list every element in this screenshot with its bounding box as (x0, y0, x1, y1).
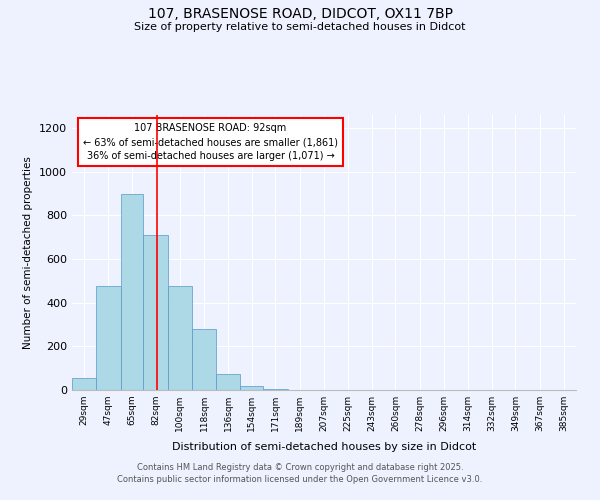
Text: 107, BRASENOSE ROAD, DIDCOT, OX11 7BP: 107, BRASENOSE ROAD, DIDCOT, OX11 7BP (148, 8, 452, 22)
Bar (167, 286, 192, 390)
Bar (241, 386, 263, 390)
Bar (121, 194, 143, 390)
Bar (216, 374, 241, 390)
Y-axis label: Number of semi-detached properties: Number of semi-detached properties (23, 156, 34, 349)
Text: 107 BRASENOSE ROAD: 92sqm
← 63% of semi-detached houses are smaller (1,861)
36% : 107 BRASENOSE ROAD: 92sqm ← 63% of semi-… (83, 123, 338, 161)
Text: Distribution of semi-detached houses by size in Didcot: Distribution of semi-detached houses by … (172, 442, 476, 452)
Text: Size of property relative to semi-detached houses in Didcot: Size of property relative to semi-detach… (134, 22, 466, 32)
Bar (192, 329, 216, 390)
Bar (263, 389, 287, 390)
Bar (72, 378, 96, 390)
Bar (96, 286, 121, 390)
Text: Contains HM Land Registry data © Crown copyright and database right 2025.: Contains HM Land Registry data © Crown c… (137, 464, 463, 472)
Text: Contains public sector information licensed under the Open Government Licence v3: Contains public sector information licen… (118, 475, 482, 484)
Bar (143, 235, 167, 390)
